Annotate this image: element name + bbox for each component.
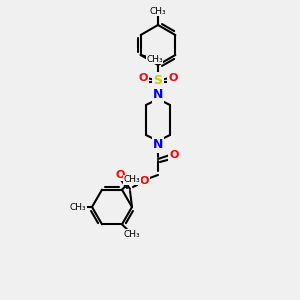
Text: O: O (139, 176, 149, 186)
Text: N: N (153, 88, 163, 101)
Text: CH₃: CH₃ (146, 55, 163, 64)
Text: O: O (169, 150, 179, 160)
Text: CH₃: CH₃ (70, 202, 86, 211)
Text: O: O (138, 73, 148, 83)
Text: N: N (153, 139, 163, 152)
Text: CH₃: CH₃ (124, 175, 140, 184)
Text: O: O (168, 73, 178, 83)
Text: CH₃: CH₃ (150, 7, 166, 16)
Text: CH₃: CH₃ (124, 230, 140, 239)
Text: S: S (154, 74, 163, 86)
Text: O: O (115, 170, 125, 180)
